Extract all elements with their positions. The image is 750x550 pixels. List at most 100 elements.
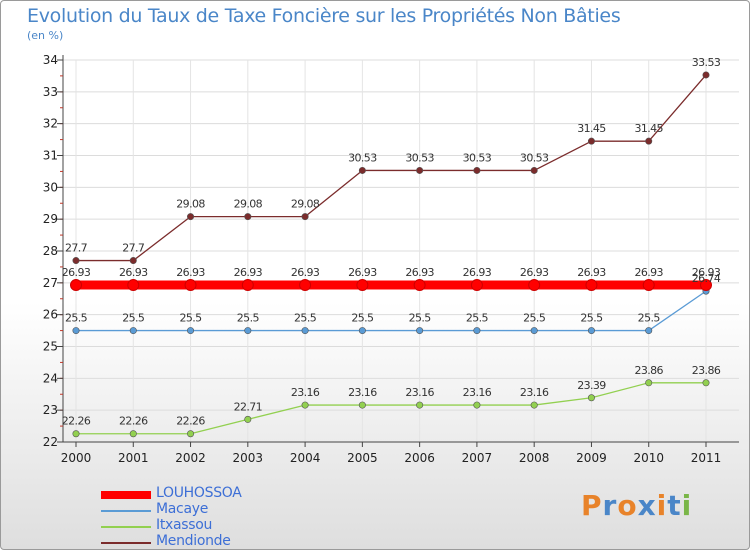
data-point-macaye <box>645 327 653 335</box>
data-point-louhossoa <box>184 279 197 292</box>
data-label-itxassou: 22.26 <box>62 415 91 428</box>
data-label-louhossoa: 26.93 <box>348 266 377 279</box>
data-point-mendionde <box>72 257 80 265</box>
data-point-itxassou <box>587 394 595 402</box>
data-label-mendionde: 29.08 <box>176 198 205 211</box>
series-line-mendionde <box>76 74 707 262</box>
data-point-louhossoa <box>470 279 483 292</box>
data-point-louhossoa <box>642 279 655 292</box>
legend-swatch <box>101 542 151 544</box>
data-label-macaye: 25.5 <box>179 312 202 325</box>
y-tick-label: 31 <box>43 149 58 163</box>
data-label-macaye: 25.5 <box>351 312 374 325</box>
data-label-mendionde: 31.45 <box>634 122 663 135</box>
legend-label: Mendionde <box>156 533 231 549</box>
legend-item: Itxassou <box>101 517 401 535</box>
data-point-macaye <box>244 327 252 335</box>
x-tick-label: 2006 <box>404 451 435 465</box>
y-tick-label: 32 <box>43 117 58 131</box>
y-tick-label: 29 <box>43 212 58 226</box>
data-point-itxassou <box>187 430 195 438</box>
legend-swatch <box>101 526 151 528</box>
data-label-mendionde: 33.53 <box>692 56 721 69</box>
series-line-itxassou <box>76 382 706 435</box>
data-label-macaye: 25.5 <box>237 312 260 325</box>
data-point-macaye <box>129 327 137 335</box>
data-point-itxassou <box>129 430 137 438</box>
data-label-itxassou: 23.86 <box>634 364 663 377</box>
data-label-macaye: 25.5 <box>523 312 546 325</box>
data-point-mendionde <box>530 166 538 174</box>
data-point-mendionde <box>244 213 252 221</box>
data-point-macaye <box>358 327 366 335</box>
data-point-mendionde <box>358 166 366 174</box>
data-point-macaye <box>587 327 595 335</box>
data-label-itxassou: 23.16 <box>291 386 320 399</box>
data-point-macaye <box>530 327 538 335</box>
data-point-itxassou <box>72 430 80 438</box>
x-tick-label: 2001 <box>118 451 149 465</box>
chart-title: Evolution du Taux de Taxe Foncière sur l… <box>27 5 621 27</box>
data-label-itxassou: 23.16 <box>348 386 377 399</box>
data-label-itxassou: 23.86 <box>692 364 721 377</box>
logo-letter: i <box>656 489 668 522</box>
x-tick-label: 2003 <box>233 451 264 465</box>
data-label-macaye: 25.5 <box>638 312 661 325</box>
data-point-louhossoa <box>413 279 426 292</box>
logo-letter: P <box>581 489 603 522</box>
x-tick-label: 2000 <box>61 451 92 465</box>
y-tick-label: 25 <box>43 340 58 354</box>
data-label-mendionde: 30.53 <box>463 151 492 164</box>
data-label-mendionde: 30.53 <box>520 151 549 164</box>
data-label-louhossoa: 26.93 <box>405 266 434 279</box>
data-label-macaye: 25.5 <box>65 312 88 325</box>
data-label-macaye: 25.5 <box>409 312 432 325</box>
data-point-louhossoa <box>528 279 541 292</box>
data-point-mendionde <box>473 166 481 174</box>
data-point-louhossoa <box>700 279 712 292</box>
logo-letter: r <box>602 489 618 522</box>
legend-label: LOUHOSSOA <box>156 485 242 501</box>
data-label-louhossoa: 26.93 <box>234 266 263 279</box>
y-tick-label: 27 <box>43 276 58 290</box>
chart-subtitle: (en %) <box>27 29 64 42</box>
data-label-louhossoa: 26.93 <box>634 266 663 279</box>
data-point-itxassou <box>702 379 710 387</box>
data-label-macaye: 25.5 <box>122 312 145 325</box>
data-point-louhossoa <box>356 279 369 292</box>
series-line-macaye <box>76 290 707 332</box>
legend-swatch <box>101 510 151 512</box>
data-point-mendionde <box>702 71 710 79</box>
legend-item: Mendionde <box>101 533 401 549</box>
data-label-mendionde: 29.08 <box>291 198 320 211</box>
data-point-mendionde <box>416 166 424 174</box>
logo-letter: i <box>681 489 693 522</box>
data-label-macaye: 25.5 <box>580 312 603 325</box>
data-point-macaye <box>301 327 309 335</box>
data-point-itxassou <box>244 415 252 423</box>
data-point-louhossoa <box>70 279 82 292</box>
data-label-louhossoa: 26.93 <box>463 266 492 279</box>
data-label-louhossoa: 26.93 <box>577 266 606 279</box>
data-label-itxassou: 23.16 <box>405 386 434 399</box>
data-label-macaye: 26.74 <box>692 272 721 285</box>
data-label-louhossoa: 26.93 <box>692 266 721 279</box>
y-tick-label: 24 <box>43 371 58 385</box>
data-label-mendionde: 30.53 <box>405 151 434 164</box>
data-label-itxassou: 22.26 <box>176 415 205 428</box>
chart-legend: LOUHOSSOA Macaye Itxassou Mendionde <box>101 485 401 549</box>
x-tick-label: 2009 <box>576 451 607 465</box>
data-point-macaye <box>72 327 80 335</box>
proxiti-logo: Proxiti <box>581 489 692 522</box>
data-point-itxassou <box>530 401 538 409</box>
data-point-mendionde <box>129 257 137 265</box>
data-point-mendionde <box>587 137 595 145</box>
legend-label: Macaye <box>156 501 209 517</box>
legend-swatch <box>101 491 151 499</box>
data-point-mendionde <box>645 137 653 145</box>
data-label-itxassou: 23.16 <box>463 386 492 399</box>
data-point-itxassou <box>301 401 309 409</box>
data-point-itxassou <box>473 401 481 409</box>
legend-label: Itxassou <box>156 517 213 533</box>
x-tick-label: 2008 <box>519 451 550 465</box>
